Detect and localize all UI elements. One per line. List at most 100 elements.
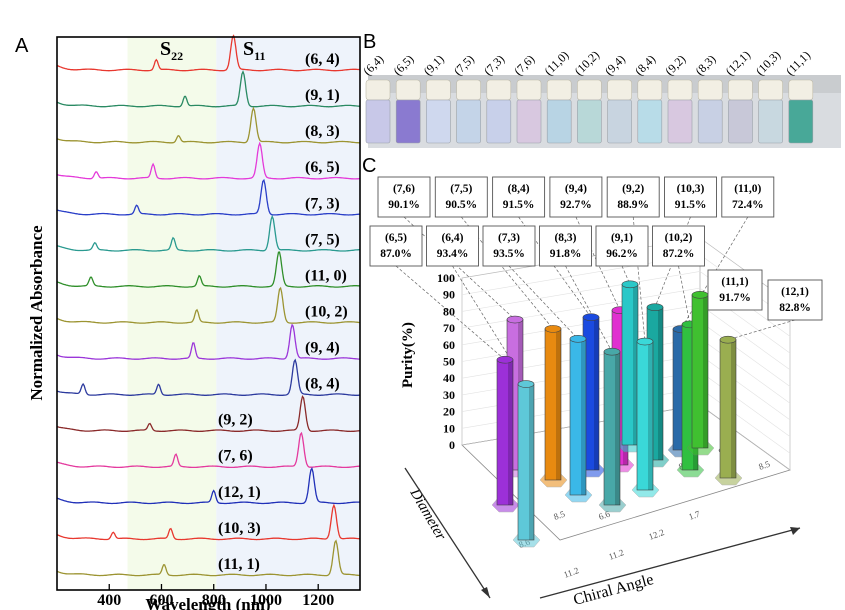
series-label: (7, 3): [305, 195, 340, 212]
bar-top: [506, 315, 524, 324]
purity-box: [652, 225, 705, 267]
purity-box-chirality: (8,4): [508, 183, 530, 195]
purity-box: [539, 225, 592, 267]
purity-box-value: 87.2%: [663, 248, 695, 260]
chiral-arrow: [539, 527, 801, 599]
vial-labels: (6,4) (6,5) (9,1) (7,5) (7,3) (7,6) (11,0) (10,…: [360, 48, 813, 78]
vial-label: (11,1): [783, 48, 813, 78]
z-axis-ticks: 0 10 20 30 40 50 60 70 80 90 100: [437, 271, 455, 452]
z-tick-label: 50: [443, 355, 455, 369]
vial-cap: [546, 79, 572, 101]
vial-label: (12,1): [723, 48, 753, 78]
purity-box-chirality: (9,4): [565, 183, 587, 195]
vial-cap: [697, 79, 723, 101]
purity-box-value: 92.7%: [560, 199, 592, 211]
spectrum-line: [56, 251, 361, 288]
vial-body: [426, 99, 451, 144]
diameter-arrow: [404, 467, 491, 599]
grid-line: [699, 321, 791, 387]
series-label: (11, 1): [218, 556, 260, 573]
series-label: (8, 4): [305, 376, 340, 393]
vial-label: (6,5): [390, 52, 416, 78]
purity-box-chirality: (7,3): [498, 232, 520, 244]
purity-box-chirality: (8,3): [554, 232, 576, 244]
chiral-arrowhead: [790, 527, 800, 535]
purity-box-value: 87.0%: [380, 248, 412, 260]
vial-label: (7,3): [481, 52, 507, 78]
purity-box-chirality: (7,6): [393, 183, 415, 195]
z-tick-label: 30: [443, 388, 455, 402]
vial-cap: [456, 79, 481, 101]
spectrum-line: [56, 286, 361, 324]
purity-box-chirality: (6,4): [441, 232, 463, 244]
series-label: (9, 4): [305, 340, 340, 357]
bar-top: [636, 337, 654, 346]
bar-shade: [581, 338, 586, 495]
purity-box-chirality: (9,2): [622, 183, 644, 195]
spectrum-line: [56, 214, 360, 252]
panel-b-photo: (6,4) (6,5) (9,1) (7,5) (7,3) (7,6) (11,0) (10,…: [360, 48, 841, 148]
bar-shade: [615, 351, 620, 505]
series-label: (12, 1): [218, 484, 261, 501]
vial-cap: [637, 79, 663, 101]
purity-box: [664, 176, 717, 218]
purity-box-value: 91.8%: [550, 248, 582, 260]
purity-box-value: 72.4%: [732, 199, 764, 211]
series-label: (6, 5): [305, 159, 340, 176]
vial-cap: [577, 79, 602, 101]
purity-box-value: 91.7%: [719, 292, 751, 304]
leader-line: [727, 319, 796, 341]
x-tick-label: 600: [149, 592, 173, 609]
series-label: (10, 3): [218, 520, 261, 537]
x-axis-label: Wavelength (nm): [145, 595, 270, 610]
vial-cap: [395, 79, 421, 101]
panel-a-frame: [56, 36, 361, 591]
bar-shade: [703, 294, 708, 448]
panel-b-letter: B: [363, 31, 376, 53]
grid-line: [699, 337, 791, 404]
purity-box: [707, 269, 763, 311]
z-tick-label: 40: [443, 371, 455, 385]
vial-cap: [426, 79, 451, 101]
z-tick-label: 80: [443, 304, 455, 318]
vial-label: (8,4): [632, 52, 658, 78]
photo-shelf: [368, 75, 841, 93]
vial-body: [637, 99, 663, 144]
panel-c-3d-bars: 8.68.56.68.58.49.48.511.211.212.21.7 010…: [369, 176, 823, 609]
purity-box-chirality: (12,1): [781, 286, 809, 298]
series-label: (7, 5): [305, 231, 340, 248]
z-tick-label: 100: [437, 271, 455, 285]
vial-body: [697, 99, 723, 144]
purity-box-value: 90.1%: [388, 199, 420, 211]
x-axis-ticks: 400 600 800 1000 1200: [97, 584, 334, 609]
vial-cap: [758, 79, 783, 101]
floor-label: 8.5: [552, 508, 566, 521]
purity-box-chirality: (6,5): [385, 232, 407, 244]
spectrum-line: [56, 69, 361, 108]
purity-box-value: 93.5%: [493, 248, 525, 260]
vial-body: [788, 99, 814, 144]
vial-body: [607, 99, 632, 144]
x-tick-label: 1200: [302, 592, 334, 609]
purity-box: [482, 225, 536, 267]
grid-line: [699, 388, 791, 454]
vial-cap: [607, 79, 632, 101]
panel-c-letter: C: [362, 155, 376, 177]
panel-a-spectra: 400 600 800 1000 1200 (6, 4)(9, 1)(8, 3)(6, …: [27, 34, 361, 610]
s22-region: [127, 37, 217, 590]
vial-cap: [365, 79, 391, 101]
vial-label: (6,4): [360, 52, 386, 78]
bar-shade: [594, 317, 599, 470]
spectrum-line: [56, 539, 361, 577]
bar-shade: [529, 384, 534, 540]
spectrum-line: [56, 466, 361, 505]
vial-label: (9,4): [602, 52, 628, 78]
panel-a-letter: A: [15, 35, 29, 57]
purity-box: [492, 176, 546, 218]
purity-box-value: 82.8%: [779, 302, 811, 314]
bar-top: [496, 355, 514, 364]
purity-boxes: (7,6) 90.1% (7,5) 90.5% (8,4) 91.5% (9,4) 92.7%…: [369, 176, 823, 321]
bar-shade: [508, 359, 513, 505]
vial-cap: [728, 79, 753, 101]
purity-box: [549, 176, 603, 218]
